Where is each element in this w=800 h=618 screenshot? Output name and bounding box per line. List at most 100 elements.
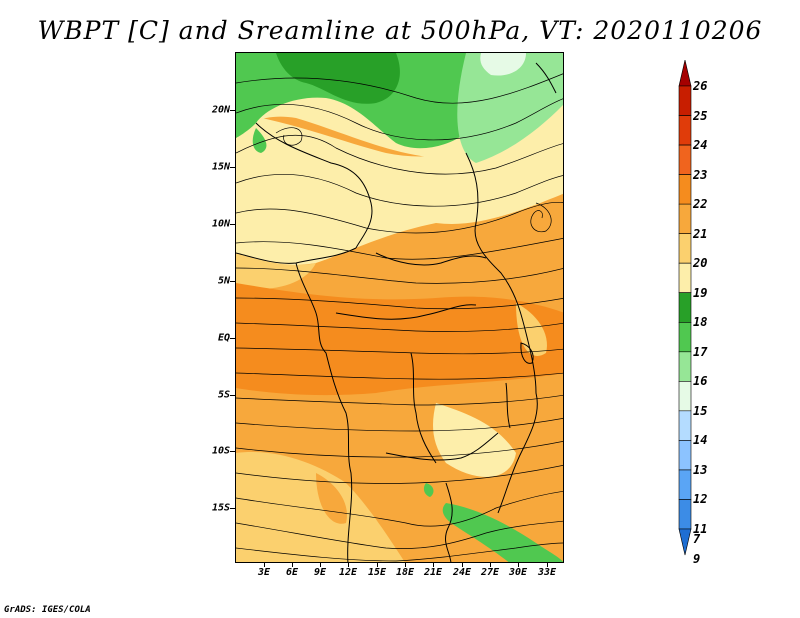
lat-label-10n: 10N	[211, 218, 230, 230]
tick-y	[230, 167, 235, 168]
field-green-dark-top	[276, 53, 400, 104]
colorbar-label: 14	[693, 433, 708, 448]
streamline	[236, 238, 563, 260]
field-green-west	[252, 128, 267, 153]
lon-label-18e: 18E	[395, 567, 415, 578]
tick-x	[518, 563, 519, 567]
tick-x	[292, 563, 293, 567]
colorbar-label: 15	[693, 403, 708, 418]
lat-label-5s: 5S	[217, 389, 230, 401]
map-outlines	[236, 62, 557, 562]
lon-label-6e: 6E	[285, 567, 299, 578]
lon-label-3e: 3E	[257, 567, 271, 578]
border-ne	[535, 62, 557, 94]
colorbar-label: 7	[693, 532, 701, 546]
lon-label-27e: 27E	[480, 567, 500, 578]
streamline	[236, 417, 563, 432]
lat-label-15n: 15N	[211, 161, 230, 173]
lon-label-24e: 24E	[452, 567, 472, 578]
lake-victoria	[520, 342, 534, 364]
colorbar-label: 13	[693, 462, 708, 477]
credit-text: GrADS: IGES/COLA	[4, 605, 91, 615]
colorbar-segment	[678, 528, 692, 556]
field-yellow-lakes	[516, 303, 547, 356]
colorbar-label: 22	[693, 197, 708, 212]
lat-label-10s: 10S	[211, 445, 230, 457]
streamline-vortex	[530, 202, 552, 233]
field-orange-band	[236, 283, 563, 396]
lake-tanganyika	[505, 382, 511, 429]
border-congo	[410, 352, 437, 464]
border-east	[465, 152, 538, 514]
streamline	[236, 394, 563, 406]
streamline	[236, 490, 563, 527]
lon-label-30e: 30E	[508, 567, 528, 578]
colorbar-label: 21	[693, 226, 708, 241]
colorbar-segment	[678, 292, 692, 323]
colorbar-segment	[678, 440, 692, 471]
field-yellow-west	[236, 253, 316, 290]
colorbar-label: 24	[693, 138, 708, 153]
colorbar-segment	[678, 410, 692, 441]
colorbar-segment	[678, 321, 692, 353]
tick-x	[264, 563, 265, 567]
streamline	[236, 267, 563, 284]
streamline	[236, 201, 563, 234]
colorbar-label: 18	[693, 315, 708, 330]
streamline	[236, 542, 563, 562]
streamline	[236, 134, 563, 175]
tick-x	[433, 563, 434, 567]
lat-label-eq: EQ	[217, 332, 230, 344]
streamline	[236, 173, 563, 207]
tick-y	[230, 451, 235, 452]
colorbar-label: 23	[693, 167, 708, 182]
tick-x	[547, 563, 548, 567]
tick-y	[230, 281, 235, 282]
colorbar-segment	[678, 499, 692, 530]
streamlines	[236, 73, 563, 562]
wbpt-field	[236, 53, 563, 562]
colorbar	[678, 60, 692, 556]
lon-label-33e: 33E	[537, 567, 557, 578]
colorbar-segment	[678, 144, 692, 175]
streamline	[236, 441, 563, 458]
map-panel	[235, 52, 564, 563]
streamline	[236, 372, 563, 380]
lat-label-5n: 5N	[217, 275, 230, 287]
field-green-spot	[423, 483, 434, 497]
streamline	[236, 322, 563, 332]
colorbar-label: 19	[693, 285, 708, 300]
border-sahel	[375, 252, 487, 266]
tick-y	[230, 508, 235, 509]
tick-x	[320, 563, 321, 567]
streamline	[236, 465, 563, 484]
colorbar-segment	[678, 469, 692, 500]
streamline	[236, 347, 563, 355]
colorbar-label: 12	[693, 492, 708, 507]
field-orange-south	[316, 473, 347, 524]
colorbar-label: 17	[693, 344, 708, 359]
tick-x	[348, 563, 349, 567]
streamline-vortex	[275, 127, 303, 146]
colorbar-segment	[678, 351, 692, 382]
tick-x	[377, 563, 378, 567]
lat-label-20n: 20N	[211, 104, 230, 116]
streamline	[236, 520, 563, 549]
lon-label-15e: 15E	[367, 567, 387, 578]
tick-y	[230, 338, 235, 339]
colorbar-label: 25	[693, 108, 708, 123]
colorbar-segment	[678, 60, 692, 87]
lon-label-21e: 21E	[423, 567, 443, 578]
tick-y	[230, 224, 235, 225]
colorbar-label: 16	[693, 374, 708, 389]
streamline	[236, 297, 563, 310]
lat-label-15s: 15S	[211, 502, 230, 514]
field-yellow-south	[236, 452, 405, 562]
colorbar-label: 26	[693, 79, 708, 93]
colorbar-segment	[678, 203, 692, 234]
tick-x	[405, 563, 406, 567]
colorbar-label: 20	[693, 256, 708, 271]
colorbar-segments	[678, 60, 692, 556]
border-line	[255, 122, 373, 249]
chart-title: WBPT [C] and Sreamline at 500hPa, VT: 20…	[37, 16, 763, 45]
